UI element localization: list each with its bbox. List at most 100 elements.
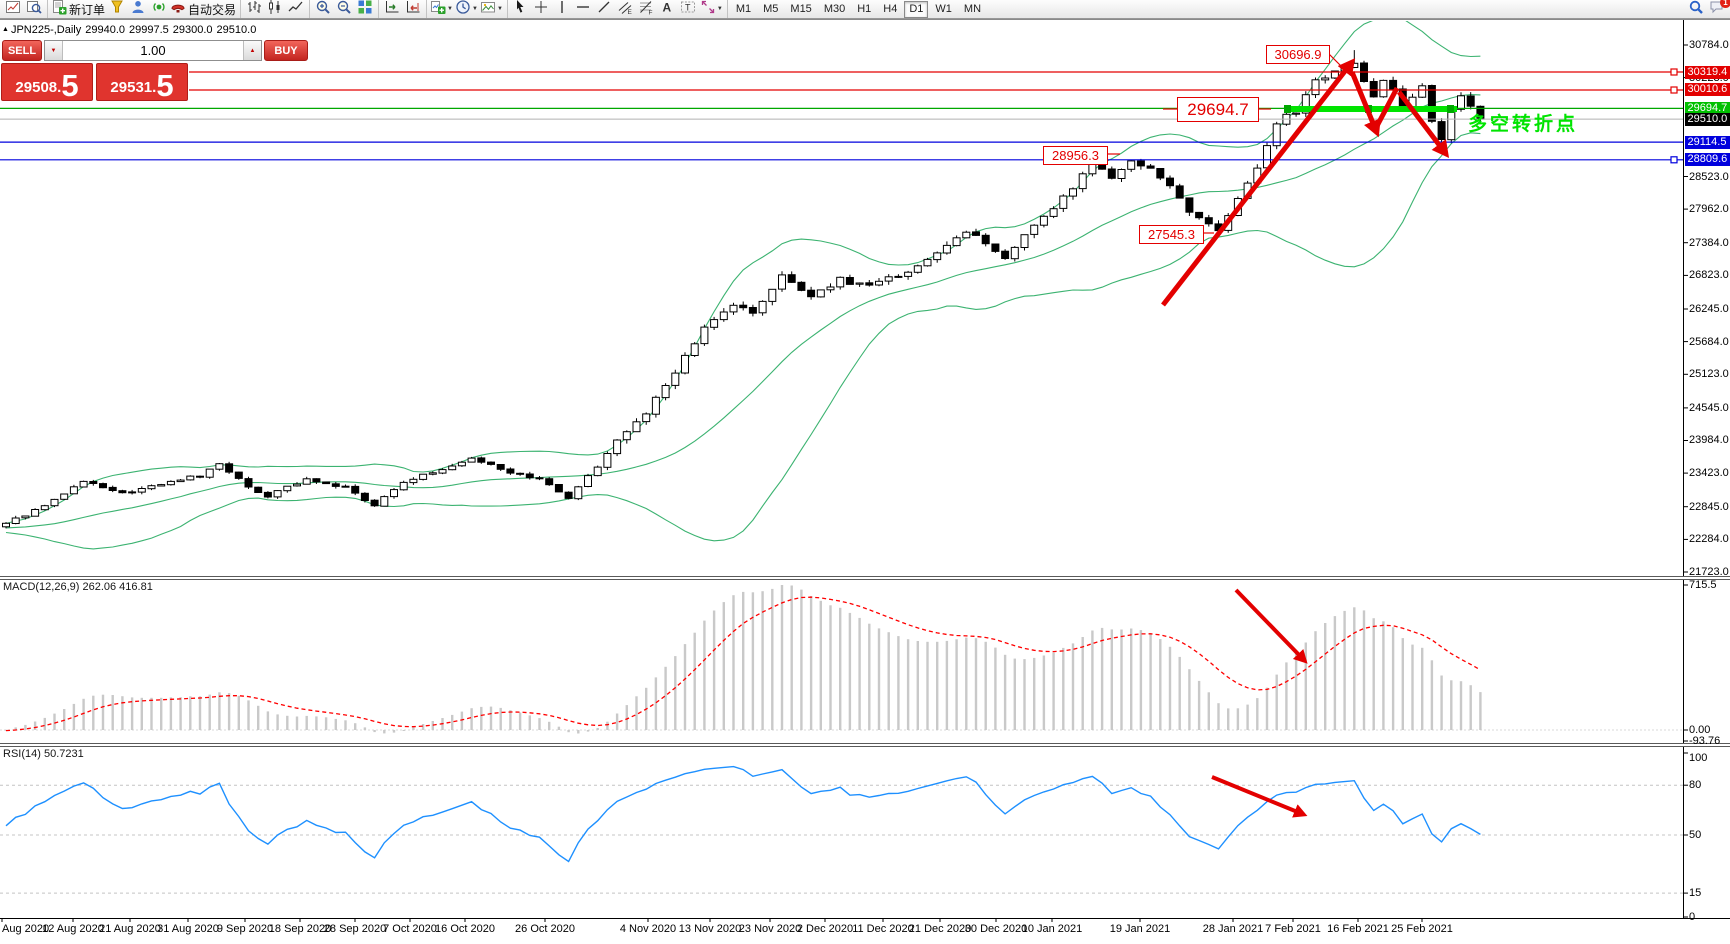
timeframe-button-h1[interactable]: H1 [857,3,872,15]
pane-separator-rsi[interactable] [0,743,1730,747]
red-arrow[interactable] [1349,71,1381,138]
text-icon: A [659,0,675,20]
dropdown-caret-icon[interactable]: ▼ [471,6,478,12]
timeframe-button-mn[interactable]: MN [963,3,982,15]
chart-shift-icon [405,0,421,20]
timeframe-button-m15[interactable]: M15 [790,3,812,15]
vline-icon [554,0,570,20]
red-arrow[interactable] [1161,58,1356,307]
search-button[interactable] [1685,0,1706,20]
bid-main: 29508 [15,79,58,96]
metaeditor-button[interactable] [106,0,127,17]
y-axis-tick: 25684.0 [1689,335,1729,348]
ask-pip: 5 [156,68,174,103]
pane-separator-macd[interactable] [0,576,1730,580]
dropdown-caret-icon[interactable]: ▼ [496,6,503,12]
periods-button[interactable]: ▼ [454,0,479,17]
x-axis-date-label: 25 Feb 2021 [1391,923,1453,935]
red-arrow[interactable] [1397,90,1450,158]
candles-icon [267,0,283,20]
timeframe-button-m30[interactable]: M30 [823,3,846,15]
ask-price-tile[interactable]: 29531. 5 [96,63,188,101]
x-axis-date-label: Aug 2020 [2,923,50,935]
dropdown-caret-icon[interactable]: ▼ [447,6,453,12]
timeframe-button-w1[interactable]: W1 [935,3,952,15]
channel-button[interactable]: E [615,1,636,17]
crosshair-button[interactable] [531,0,552,17]
svg-text:E: E [628,9,633,15]
text-button[interactable]: A [657,0,678,20]
tile-windows-button[interactable] [354,0,375,20]
x-axis-date-label: 11 Dec 2020 [852,923,914,935]
annotation-price-label[interactable]: 29694.7 [1177,97,1259,122]
chart-shift-button[interactable] [402,0,423,20]
notification-badge: 1 [1720,0,1730,8]
community-button[interactable] [127,0,148,17]
auto-scroll-button[interactable] [381,0,402,17]
time-axis-border [0,918,1730,919]
label-button[interactable]: T [678,1,699,17]
sell-button[interactable]: SELL [2,40,42,61]
annotation-price-label[interactable]: 28956.3 [1043,146,1108,165]
one-click-trading-panel: SELL ▼ ▲ BUY 29508.5 29531.5 [0,39,308,102]
chat-button[interactable]: 1 [1706,0,1730,17]
timeframe-button-m1[interactable]: M1 [735,3,752,15]
indicators-icon [430,0,446,20]
toolbar-group: E F A T ▼ [506,0,726,20]
arrows-icon [700,0,716,20]
x-axis-date-label: 10 Jan 2021 [1021,923,1083,935]
line-marker [1670,86,1678,94]
annotation-price-label[interactable]: 27545.3 [1139,225,1204,244]
horizontal-line-button[interactable] [573,1,594,17]
new-order-button[interactable]: 新订单 [50,0,106,17]
toolbar-group [240,0,308,18]
y-axis-tick: 27384.0 [1689,236,1729,249]
autotrading-button[interactable]: 自动交易 [169,1,237,17]
annotation-price-label[interactable]: 30696.9 [1266,45,1330,64]
price-tag-blue: 28809.6 [1684,153,1730,167]
arrows-button[interactable]: ▼ [699,0,724,20]
bid-price-tile[interactable]: 29508. 5 [1,63,93,101]
ohlc-open: 29940.0 [85,24,126,36]
cursor-button[interactable] [510,0,531,17]
dropdown-caret-icon[interactable]: ▼ [716,6,723,12]
red-arrow[interactable] [1374,86,1400,128]
x-axis-date-label: 2 Dec 2020 [796,923,854,935]
trendline-button[interactable] [594,1,615,17]
bollinger-lower-band [5,132,1481,550]
search-icon [1688,0,1704,20]
bar-chart-button[interactable] [243,0,264,17]
templates-button[interactable]: ▼ [479,1,504,17]
timeframe-button-m5[interactable]: M5 [763,3,779,15]
volume-decrease-button[interactable]: ▼ [45,41,63,60]
indicators-button[interactable]: ▼ [429,0,454,20]
candlestick-button[interactable] [264,0,285,20]
volume-increase-button[interactable]: ▲ [243,41,261,60]
y-axis-tick: 25123.0 [1689,368,1729,381]
new-chart-button[interactable] [2,0,23,17]
tile-windows-icon [357,0,373,20]
zoom-out-button[interactable] [333,0,354,17]
x-axis-date-label: 12 Aug 2020 [42,923,104,935]
collapse-icon[interactable]: ▲ [2,26,9,33]
buy-button[interactable]: BUY [264,40,308,61]
toolbar-group [378,0,425,18]
red-arrow[interactable] [1234,588,1308,664]
ask-sep: . [152,79,157,96]
vertical-line-button[interactable] [552,0,573,20]
x-axis-date-label: 19 Jan 2021 [1109,923,1171,935]
fibonacci-button[interactable]: F [636,0,657,17]
timeframe-button-h4[interactable]: H4 [883,3,898,15]
zoom-in-button[interactable] [312,0,333,17]
y-axis-tick: 26823.0 [1689,269,1729,282]
line-chart-button[interactable] [285,1,306,17]
annotation-note[interactable]: 多空转折点 [1468,114,1579,135]
red-arrow[interactable] [1211,775,1308,818]
x-axis-date-label: 26 Oct 2020 [515,923,575,935]
profiles-button[interactable] [23,0,44,17]
volume-input[interactable] [63,41,243,60]
signals-button[interactable] [148,1,169,17]
timeframe-button-d1[interactable]: D1 [904,0,929,18]
bid-sep: . [57,79,62,96]
